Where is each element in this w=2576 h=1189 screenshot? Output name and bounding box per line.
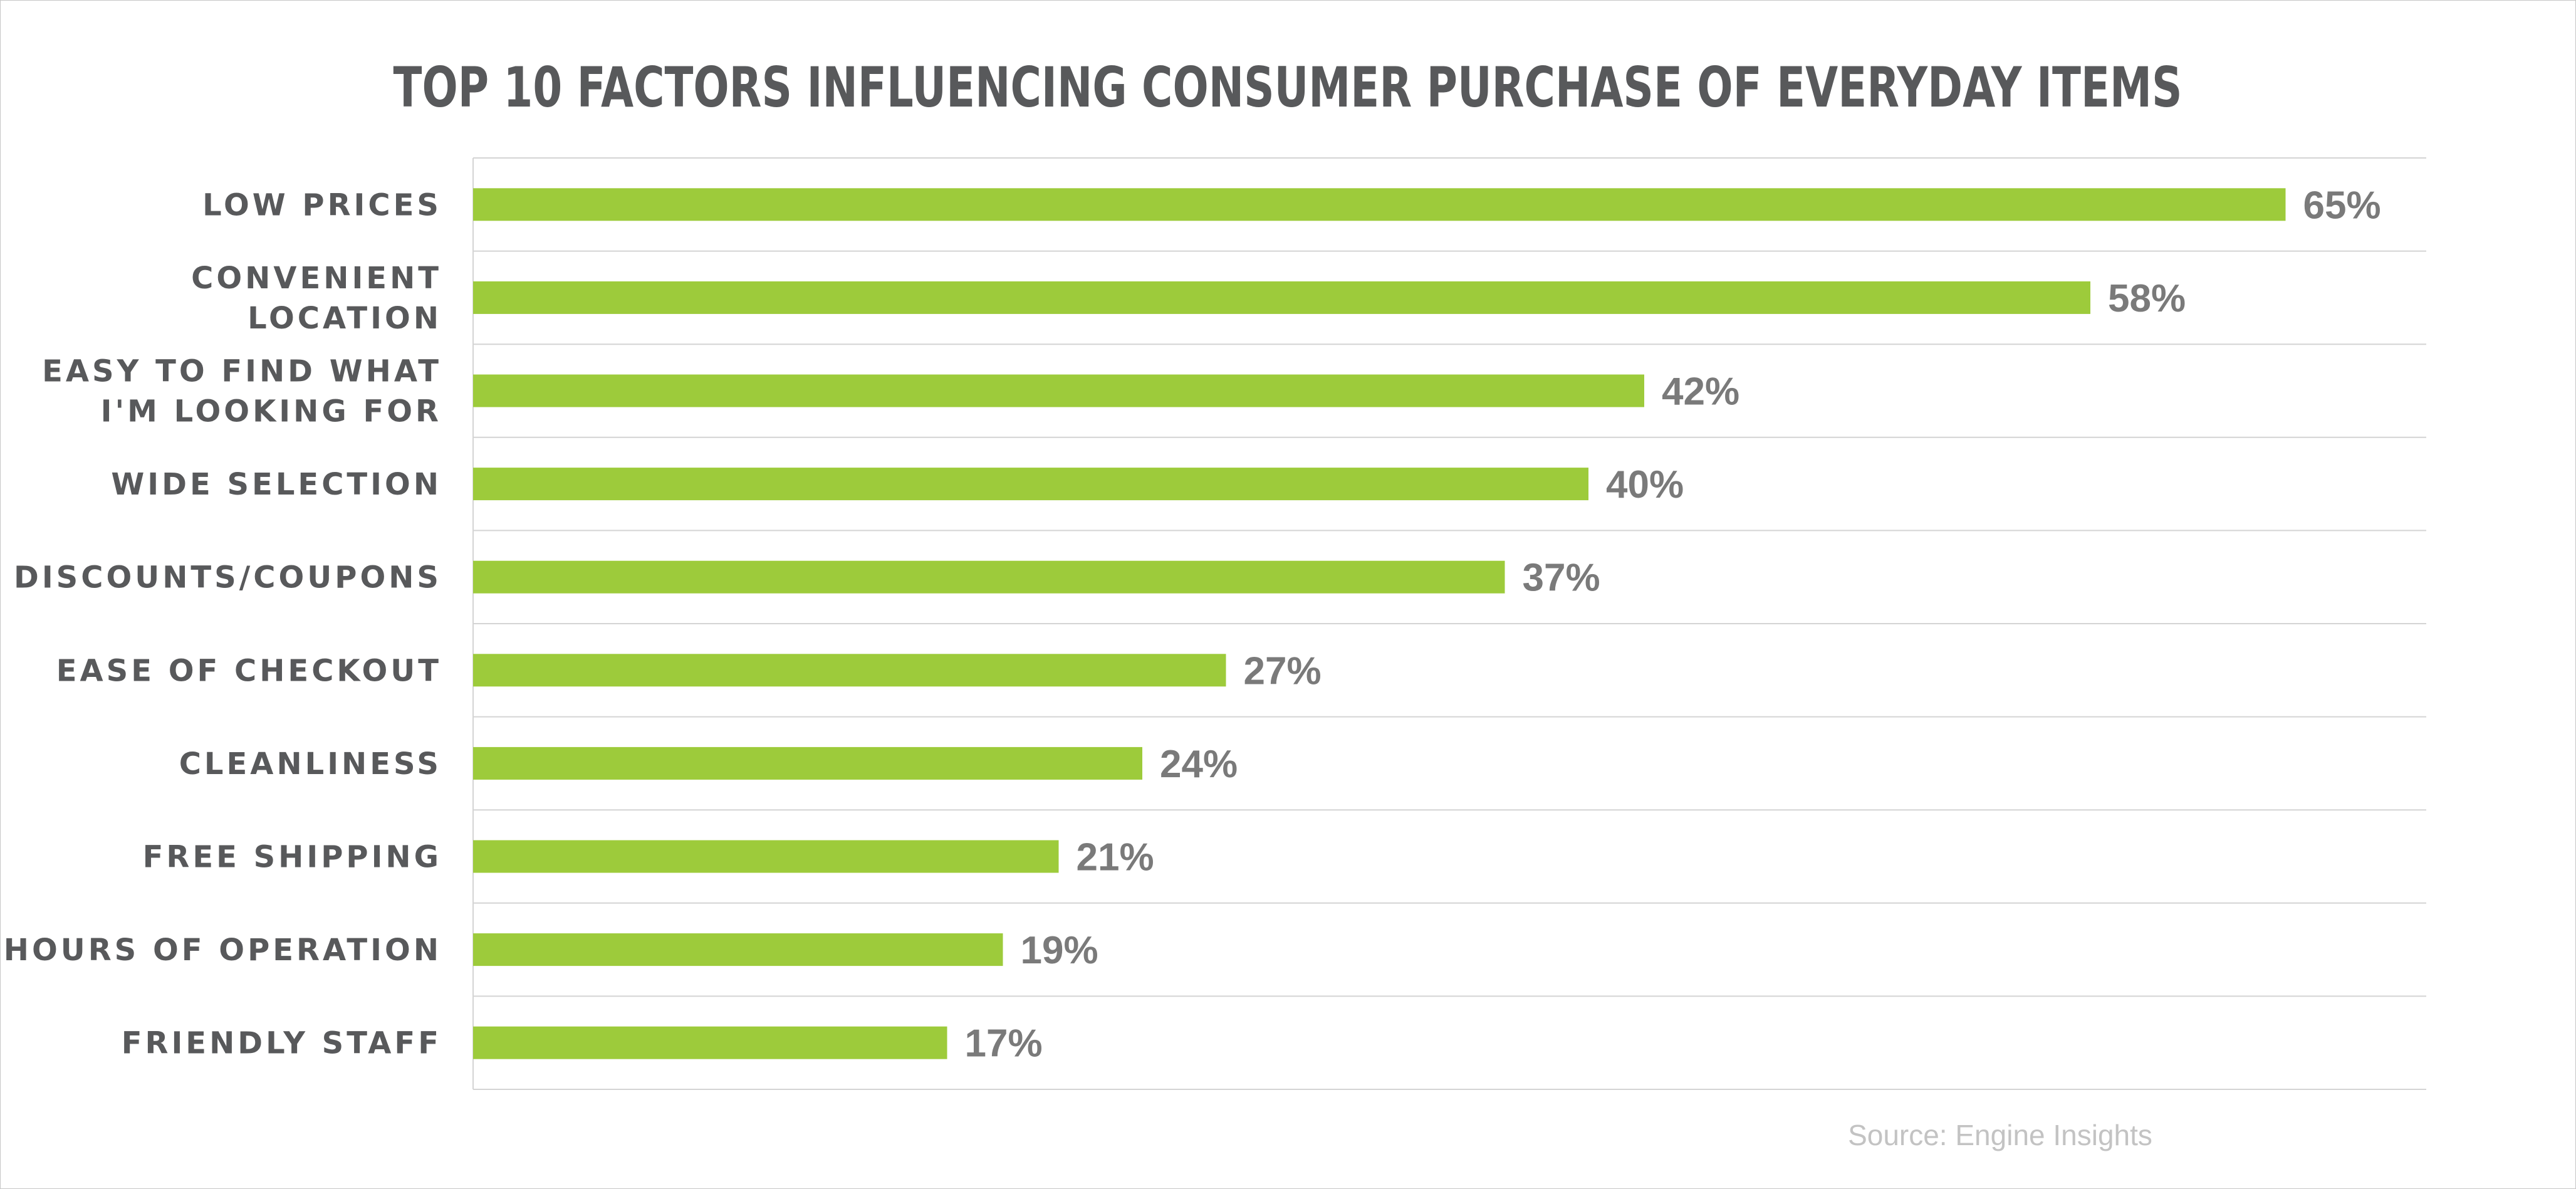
- category-label-line: FREE SHIPPING: [143, 840, 442, 875]
- bar: [473, 1026, 947, 1059]
- category-label: WIDE SELECTION: [111, 467, 442, 502]
- value-label: 24%: [1160, 743, 1238, 786]
- category-label: DISCOUNTS/COUPONS: [14, 560, 442, 595]
- category-label-line: DISCOUNTS/COUPONS: [14, 560, 442, 595]
- grid-lines: [472, 157, 2426, 1090]
- category-label: EASY TO FIND WHAT I'M LOOKING FOR: [42, 354, 442, 429]
- chart-title: TOP 10 FACTORS INFLUENCING CONSUMER PURC…: [394, 55, 2182, 120]
- bar: [473, 840, 1059, 873]
- value-label: 42%: [1662, 370, 1739, 414]
- category-label: HOURS OF OPERATION: [4, 933, 442, 968]
- category-label-line: CLEANLINESS: [179, 746, 442, 782]
- category-label: CONVENIENT LOCATION: [191, 261, 442, 336]
- category-labels: LOW PRICES CONVENIENT LOCATION EASY TO FIND…: [4, 187, 442, 1061]
- category-label: CLEANLINESS: [179, 746, 442, 782]
- category-label-line: WIDE SELECTION: [111, 467, 442, 502]
- value-label: 17%: [965, 1022, 1043, 1066]
- category-label-line: HOURS OF OPERATION: [4, 933, 442, 968]
- bar: [473, 188, 2286, 221]
- category-label: FRIENDLY STAFF: [122, 1026, 442, 1061]
- value-label: 19%: [1021, 929, 1098, 972]
- bar: [473, 281, 2090, 314]
- bar: [473, 746, 1142, 780]
- category-label-line: EASY TO FIND WHAT: [42, 354, 442, 389]
- value-label: 21%: [1077, 836, 1154, 879]
- value-label: 40%: [1606, 463, 1684, 506]
- category-label-line: FRIENDLY STAFF: [122, 1026, 442, 1061]
- category-label-line: EASE OF CHECKOUT: [56, 653, 442, 688]
- source-note: Source: Engine Insights: [1848, 1119, 2152, 1151]
- category-label-line: CONVENIENT: [191, 261, 442, 296]
- bar: [473, 374, 1644, 407]
- bar: [473, 933, 1003, 966]
- value-label: 58%: [2108, 277, 2186, 320]
- bar-series: [473, 188, 2286, 1059]
- category-label: FREE SHIPPING: [143, 840, 442, 875]
- bar: [473, 654, 1226, 687]
- category-label: LOW PRICES: [202, 187, 442, 223]
- value-label: 27%: [1244, 649, 1322, 693]
- category-label-line: LOW PRICES: [202, 187, 442, 223]
- bar: [473, 560, 1505, 594]
- bar: [473, 468, 1588, 501]
- category-label-line: I'M LOOKING FOR: [101, 394, 442, 429]
- value-labels: 65% 58% 42% 40% 37% 27% 24% 21% 19% 17%: [965, 184, 2381, 1065]
- value-label: 65%: [2303, 184, 2381, 227]
- category-label: EASE OF CHECKOUT: [56, 653, 442, 688]
- value-label: 37%: [1523, 557, 1600, 600]
- category-label-line: LOCATION: [248, 301, 442, 336]
